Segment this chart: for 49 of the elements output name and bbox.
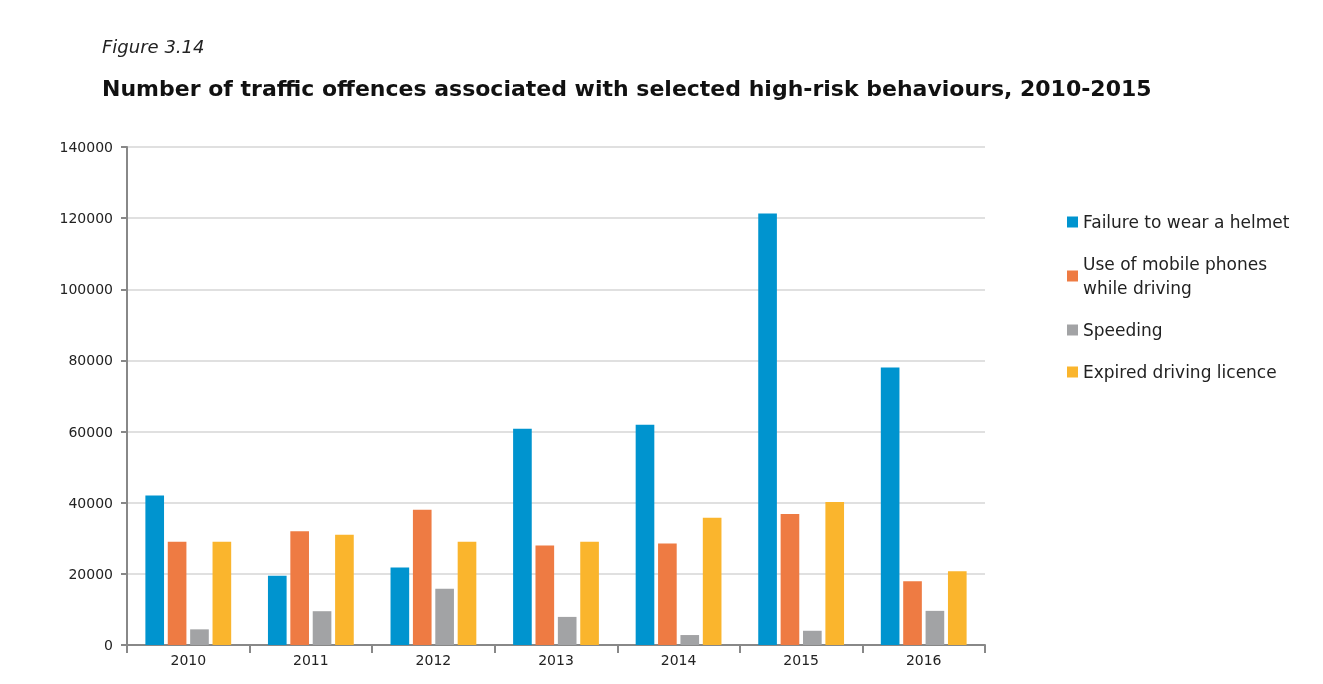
y-tick-label: 100000 bbox=[59, 281, 113, 298]
bar bbox=[312, 611, 332, 645]
y-tick-label: 20000 bbox=[68, 565, 113, 582]
bar bbox=[780, 514, 800, 645]
bar bbox=[803, 630, 822, 645]
bar bbox=[335, 534, 354, 645]
x-tick-label: 2012 bbox=[415, 652, 452, 668]
x-tick-label: 2015 bbox=[783, 652, 819, 668]
bar bbox=[190, 629, 209, 645]
legend-label: Expired driving licence bbox=[1083, 362, 1277, 382]
bar bbox=[680, 635, 700, 645]
bar bbox=[290, 531, 309, 645]
bar bbox=[635, 424, 655, 645]
bar bbox=[880, 367, 900, 645]
y-tick-label: 60000 bbox=[68, 423, 113, 440]
y-tick-label: 0 bbox=[104, 637, 113, 653]
bar bbox=[925, 610, 945, 645]
y-tick-label: 80000 bbox=[68, 352, 113, 369]
bar bbox=[212, 541, 232, 645]
x-tick-label: 2014 bbox=[660, 652, 697, 668]
bar bbox=[702, 517, 722, 645]
bar bbox=[535, 545, 555, 645]
x-tick-label: 2011 bbox=[293, 652, 329, 668]
bar bbox=[580, 541, 599, 645]
y-tick-label: 140000 bbox=[59, 139, 113, 155]
bar bbox=[167, 541, 187, 645]
bar bbox=[758, 213, 777, 645]
chart-subtitle: Number of traffic offences associated with selected high-risk behaviours, 2010-2015 bbox=[102, 75, 1152, 101]
y-tick-label: 40000 bbox=[68, 494, 113, 511]
x-tick-label: 2016 bbox=[905, 652, 942, 668]
bar bbox=[457, 541, 477, 645]
bar bbox=[435, 588, 454, 645]
y-tick-label: 120000 bbox=[59, 210, 113, 227]
bar bbox=[903, 581, 922, 645]
x-tick-label: 2013 bbox=[538, 652, 574, 668]
bar bbox=[658, 543, 677, 645]
bar bbox=[825, 502, 845, 645]
bar bbox=[390, 567, 410, 645]
legend-label: Use of mobile phones while driving bbox=[1083, 254, 1273, 298]
bar bbox=[267, 575, 287, 645]
x-tick-label: 2010 bbox=[170, 652, 207, 668]
bar bbox=[145, 495, 165, 645]
legend-label: Speeding bbox=[1083, 320, 1163, 340]
bar bbox=[557, 616, 577, 645]
bar bbox=[513, 428, 532, 645]
bar bbox=[412, 509, 432, 645]
chart-title: Figure 3.14 bbox=[102, 35, 205, 57]
legend-label: Failure to wear a helmet bbox=[1083, 212, 1290, 232]
bar bbox=[947, 571, 967, 645]
